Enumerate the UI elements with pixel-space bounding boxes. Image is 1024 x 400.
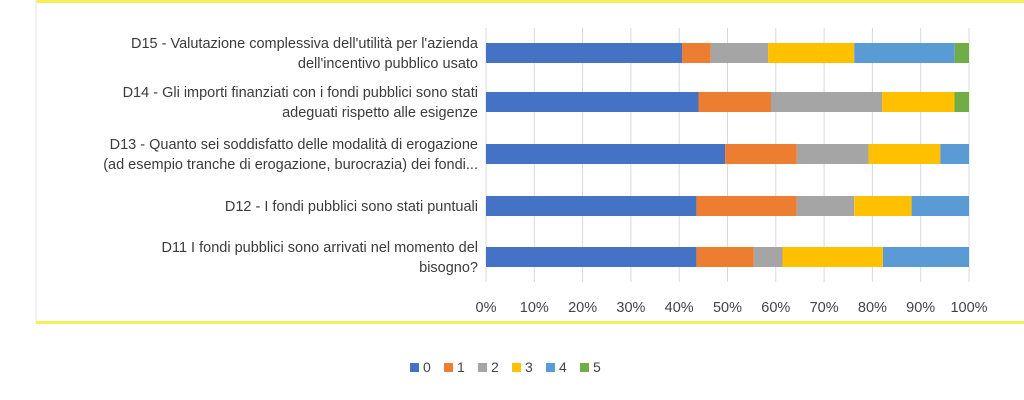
bar-segment — [710, 43, 769, 63]
legend-swatch — [512, 363, 521, 372]
category-label: D15 - Valutazione complessiva dell'utili… — [131, 36, 479, 52]
legend-label: 2 — [491, 359, 499, 375]
bar-segment — [682, 43, 711, 63]
category-label: D14 - Gli importi finanziati con i fondi… — [123, 85, 478, 101]
x-tick-label: 50% — [713, 300, 742, 316]
bar-segment — [954, 92, 969, 112]
bar-segment — [954, 43, 969, 63]
bar-segment — [486, 43, 683, 63]
bar-segment — [696, 247, 754, 267]
legend-label: 4 — [559, 359, 567, 375]
bar-segment — [698, 92, 771, 112]
x-tick-label: 20% — [568, 300, 597, 316]
x-tick-label: 90% — [906, 300, 935, 316]
bar-segment — [753, 247, 783, 267]
bar-segment — [854, 196, 912, 216]
bar-segment — [486, 92, 699, 112]
category-label: D13 - Quanto sei soddisfatto delle modal… — [110, 137, 478, 153]
legend-swatch — [546, 363, 555, 372]
bar-segment — [940, 144, 969, 164]
x-tick-label: 60% — [761, 300, 790, 316]
category-label: bisogno? — [419, 260, 478, 276]
bar-segment — [911, 196, 969, 216]
bar-segment — [782, 247, 883, 267]
bar-segment — [486, 144, 726, 164]
legend-label: 0 — [423, 359, 431, 375]
legend-swatch — [478, 363, 487, 372]
legend-label: 3 — [525, 359, 533, 375]
category-label: (ad esempio tranche di erogazione, buroc… — [103, 157, 478, 173]
bar-segment — [486, 247, 697, 267]
legend-label: 5 — [593, 359, 601, 375]
category-label: dell'incentivo pubblico usato — [298, 56, 478, 72]
category-label: D11 I fondi pubblici sono arrivati nel m… — [162, 240, 479, 256]
legend-label: 1 — [457, 359, 465, 375]
x-tick-label: 80% — [858, 300, 887, 316]
bar-segment — [882, 247, 969, 267]
legend-swatch — [580, 363, 589, 372]
bar-segment — [696, 196, 797, 216]
bar-segment — [486, 196, 697, 216]
legend-swatch — [444, 363, 453, 372]
bar-segment — [854, 43, 955, 63]
bar-segment — [725, 144, 797, 164]
x-tick-label: 30% — [616, 300, 645, 316]
x-tick-label: 100% — [950, 300, 987, 316]
bar-segment — [882, 92, 955, 112]
bar-segment — [796, 196, 855, 216]
x-tick-label: 70% — [810, 300, 839, 316]
bar-segment — [770, 92, 883, 112]
bar-segment — [796, 144, 869, 164]
bar-segment — [768, 43, 855, 63]
bar-segment — [868, 144, 941, 164]
legend-swatch — [410, 363, 419, 372]
category-label: D12 - I fondi pubblici sono stati puntua… — [225, 199, 478, 215]
x-tick-label: 40% — [665, 300, 694, 316]
category-label: adeguati rispetto alle esigenze — [282, 105, 478, 121]
x-tick-label: 0% — [476, 300, 497, 316]
x-tick-label: 10% — [520, 300, 549, 316]
